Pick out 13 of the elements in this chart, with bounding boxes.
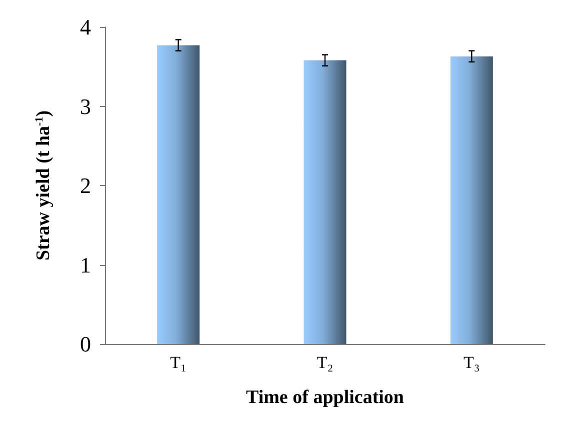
bar	[450, 56, 493, 344]
x-tick-label: T₁	[170, 353, 186, 372]
y-tick-label: 0	[80, 332, 91, 356]
bar	[157, 45, 200, 344]
x-tick-label: T₃	[464, 353, 480, 372]
y-tick-label: 2	[80, 173, 91, 198]
y-tick-label: 1	[80, 252, 91, 278]
x-axis-title: Time of application	[246, 387, 404, 408]
x-tick-label: T₂	[316, 353, 334, 372]
bar	[304, 60, 346, 344]
y-axis-title: Straw yield (t ha-1)	[33, 110, 54, 261]
y-tick-label: 3	[80, 94, 91, 119]
y-tick-label: 4	[80, 14, 91, 40]
